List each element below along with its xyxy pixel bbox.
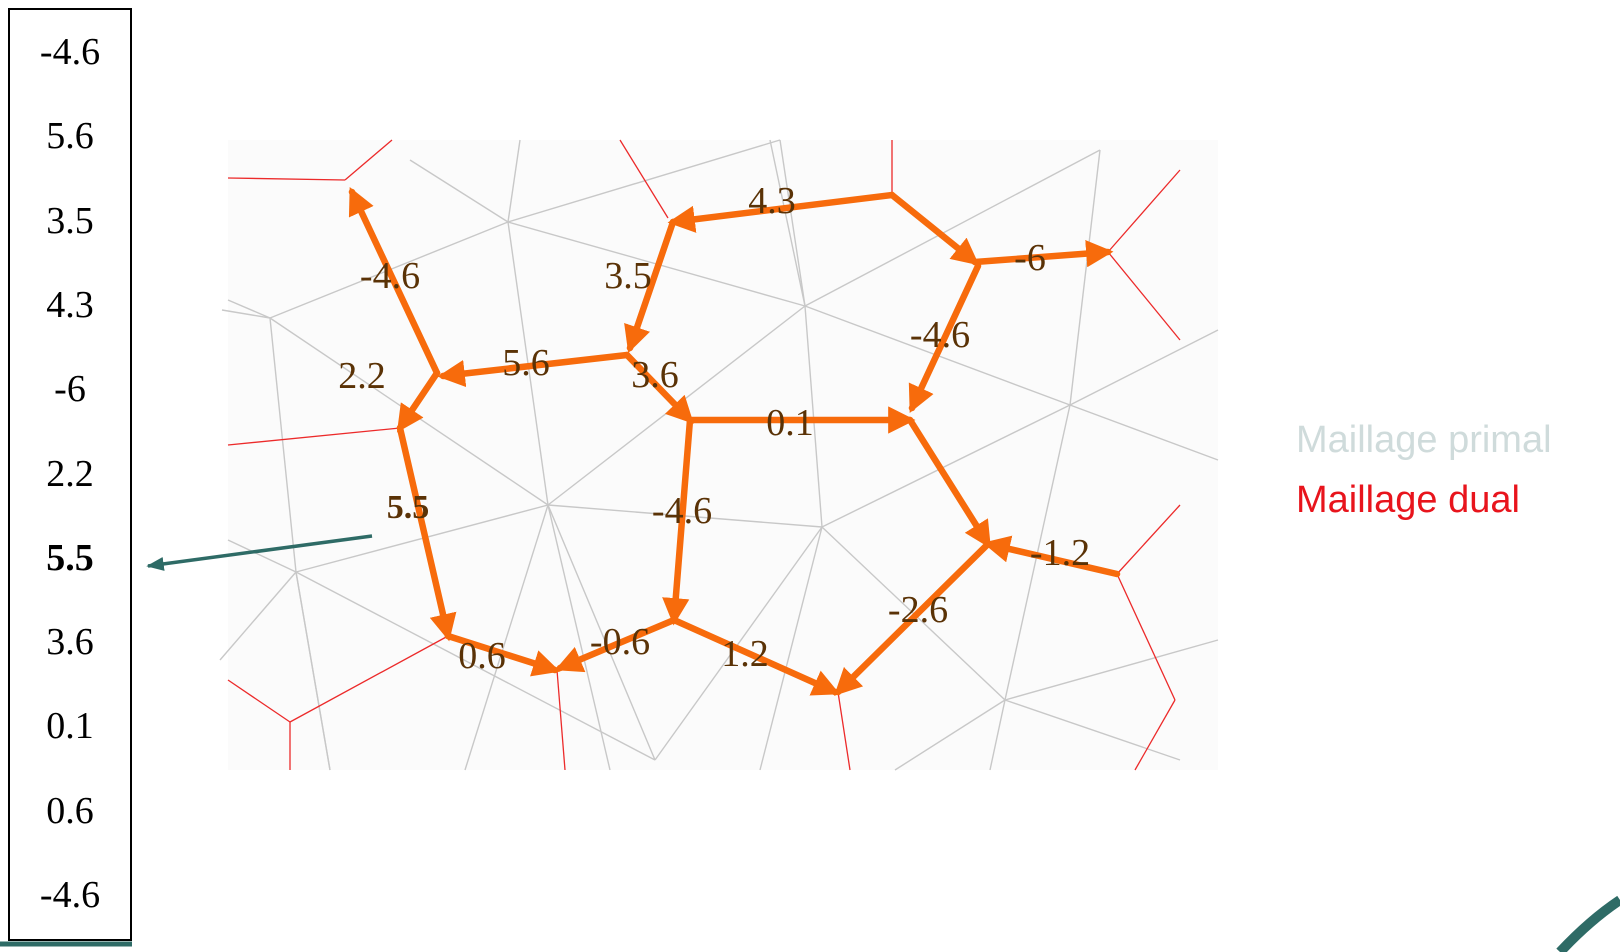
primal-edge xyxy=(654,526,823,761)
list-value: -4.6 xyxy=(39,874,101,916)
edge-label-k: -4.6 xyxy=(652,490,712,532)
dual-edge xyxy=(556,669,566,771)
edge-label-i: 0.1 xyxy=(766,402,814,444)
primal-edge xyxy=(804,305,823,528)
primal-edge xyxy=(269,317,297,573)
list-value: 4.3 xyxy=(46,283,94,326)
dual-edge xyxy=(1107,169,1181,253)
flow-arrow xyxy=(670,616,840,696)
edge-label-b: 3.5 xyxy=(604,255,652,297)
list-value: -6 xyxy=(54,368,86,411)
list-value: 3.5 xyxy=(46,199,94,242)
dual-edge xyxy=(344,139,393,181)
primal-edge xyxy=(821,404,1071,528)
primal-edge xyxy=(894,699,1006,771)
flow-arrow xyxy=(444,632,561,677)
flow-arrow xyxy=(982,535,1121,578)
list-value: 5.5 xyxy=(46,536,94,579)
edge-value-list: -4.6 5.6 3.5 4.3 -6 2.2 5.5 3.6 0.1 0.6 -4.6 xyxy=(8,8,132,941)
flow-arrow xyxy=(623,351,694,424)
primal-edge xyxy=(295,571,656,761)
dual-edge xyxy=(1107,251,1181,341)
edge-label-m: -2.6 xyxy=(888,589,948,631)
primal-edge xyxy=(295,504,549,573)
edge-label-f: 2.2 xyxy=(338,355,386,397)
flow-arrow xyxy=(888,191,980,266)
dual-edge xyxy=(1116,504,1181,575)
edge-labels: -4.6 3.5 4.3 -6 -4.6 2.2 5.6 3.6 0.1 5.5 -4.6 -1.2 -… xyxy=(338,180,1090,677)
edge-label-d: -6 xyxy=(1014,237,1046,279)
primal-edge xyxy=(464,504,549,771)
dual-edge xyxy=(227,427,401,446)
list-value: 0.6 xyxy=(46,789,94,832)
dual-edge xyxy=(619,139,669,219)
dual-mesh xyxy=(227,139,1181,771)
dual-edge xyxy=(1134,699,1176,771)
legend-dual-label: Maillage dual xyxy=(1296,479,1520,521)
flow-arrow xyxy=(624,218,677,354)
primal-edge xyxy=(409,159,509,223)
edge-label-c: 4.3 xyxy=(748,180,796,222)
primal-edge xyxy=(219,571,297,661)
list-value: 2.2 xyxy=(46,452,94,495)
primal-edge xyxy=(1069,404,1219,461)
edge-label-o: -0.6 xyxy=(590,621,650,663)
primal-edge xyxy=(295,571,331,771)
primal-edge xyxy=(1004,699,1181,761)
primal-edge xyxy=(989,699,1006,771)
pointer-arrow xyxy=(146,534,373,571)
edge-label-e: -4.6 xyxy=(910,314,970,356)
flow-arrow xyxy=(554,616,678,673)
primal-edge xyxy=(547,504,611,771)
list-value: 0.1 xyxy=(46,705,94,748)
flow-arrow xyxy=(906,416,992,549)
flow-arrow xyxy=(667,191,896,233)
primal-edge xyxy=(769,139,806,307)
flow-arrows xyxy=(348,187,1121,696)
flow-arrow xyxy=(437,351,631,388)
flow-arrow xyxy=(834,540,992,696)
edge-label-a: -4.6 xyxy=(360,255,420,297)
primal-edge xyxy=(227,299,271,319)
primal-edge xyxy=(507,139,781,223)
primal-edge xyxy=(227,539,297,573)
primal-edge xyxy=(804,149,1101,307)
edge-label-j: 5.5 xyxy=(387,489,430,526)
edge-label-h: 3.6 xyxy=(631,354,679,396)
dual-edge xyxy=(837,691,851,771)
primal-edge xyxy=(779,139,806,307)
edge-label-n: 0.6 xyxy=(458,635,506,677)
flow-arrow xyxy=(662,416,694,626)
flow-arrow xyxy=(396,424,457,642)
dual-edge xyxy=(227,679,291,723)
primal-edge xyxy=(759,526,823,771)
legend-primal-label: Maillage primal xyxy=(1296,419,1552,461)
edge-label-p: 1.2 xyxy=(721,633,769,675)
list-value: -4.6 xyxy=(39,31,101,73)
primal-edge xyxy=(1069,329,1219,406)
primal-edge xyxy=(1004,639,1219,701)
flow-arrow xyxy=(908,262,982,413)
flow-arrow xyxy=(396,369,441,433)
list-value: 3.6 xyxy=(46,621,94,664)
edge-label-g: 5.6 xyxy=(502,342,550,384)
dual-edge xyxy=(1116,573,1176,701)
flow-arrow xyxy=(348,187,441,377)
dual-edge xyxy=(289,635,449,723)
primal-edge xyxy=(221,309,271,319)
edge-label-l: -1.2 xyxy=(1030,532,1090,574)
primal-edge xyxy=(1069,149,1101,406)
primal-edge xyxy=(507,139,521,223)
primal-edge xyxy=(547,504,656,761)
list-value: 5.6 xyxy=(46,115,94,158)
dual-edge xyxy=(227,177,346,181)
flow-arrow xyxy=(971,240,1114,268)
